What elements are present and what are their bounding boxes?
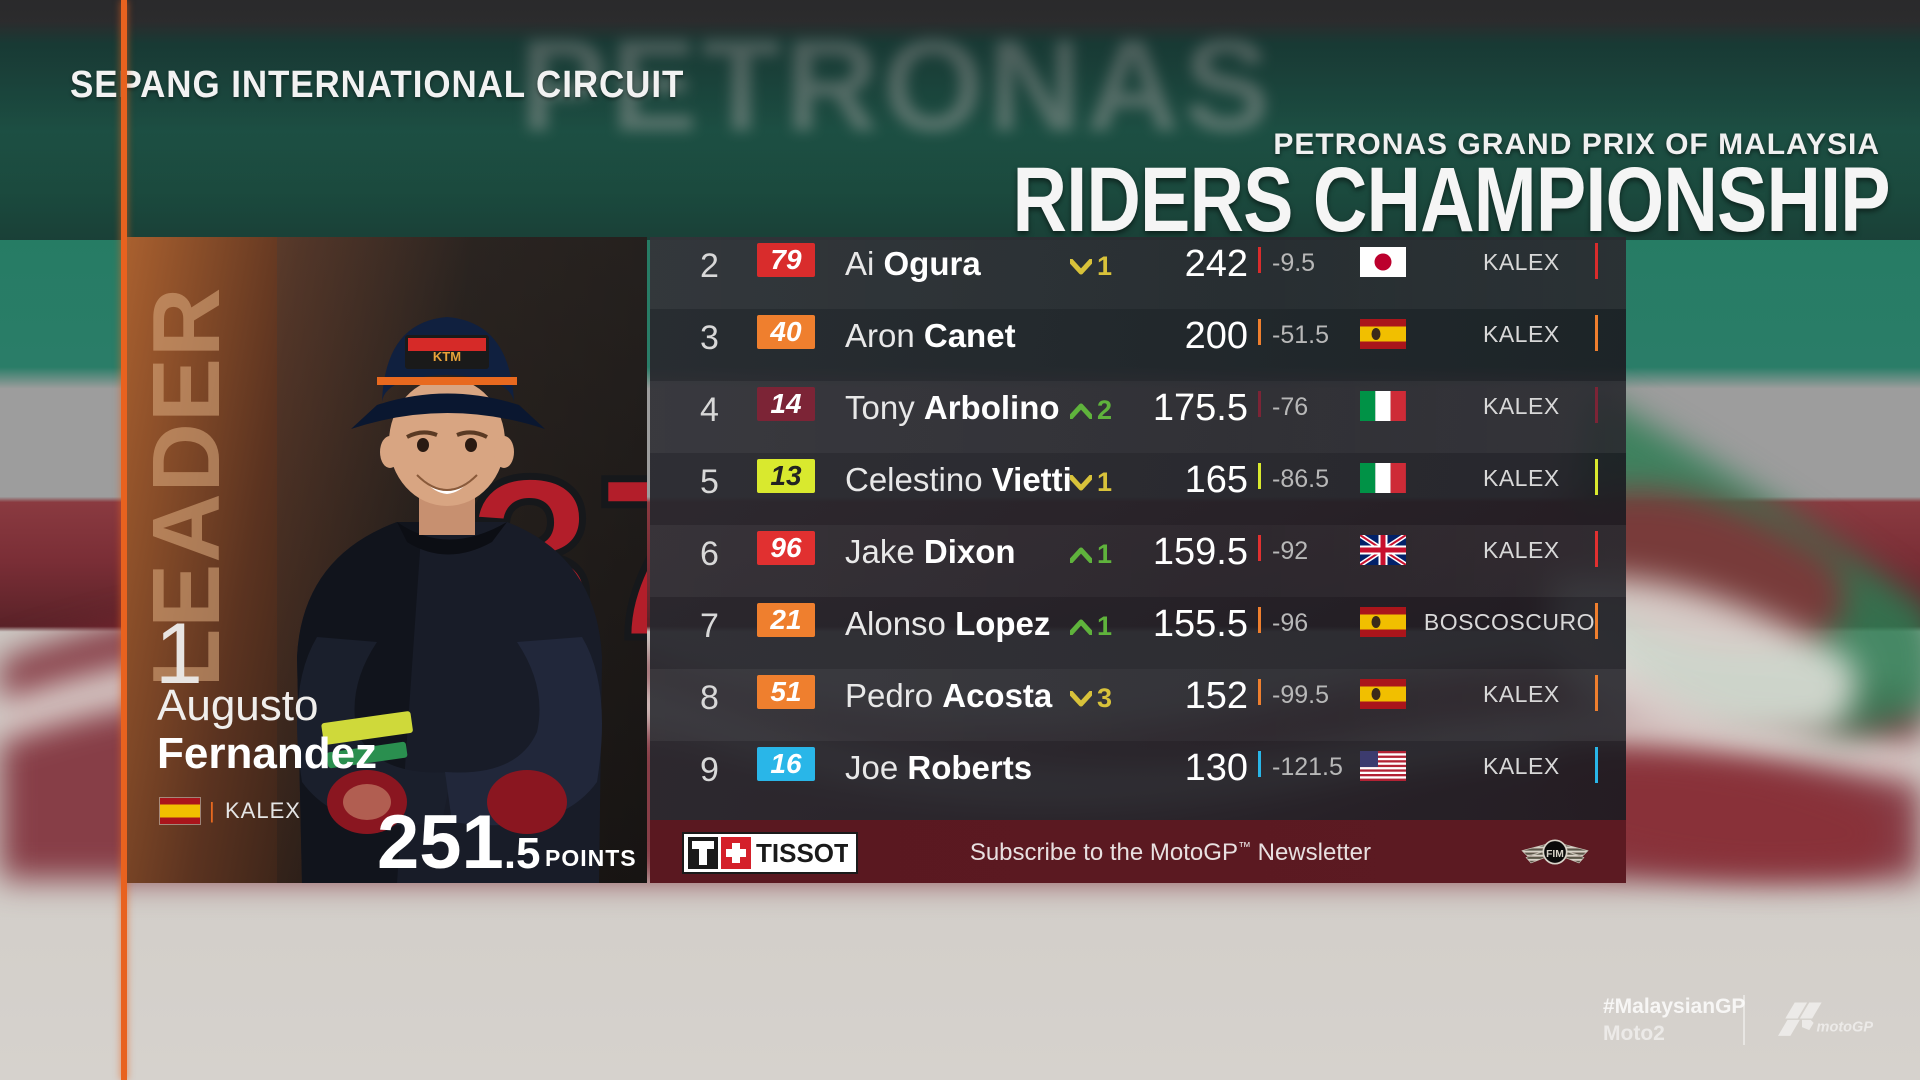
svg-text:TISSOT: TISSOT — [756, 838, 848, 868]
svg-text:KTM: KTM — [433, 349, 461, 364]
svg-text:motoGP: motoGP — [1817, 1020, 1873, 1036]
svg-text:FIM: FIM — [1546, 849, 1564, 860]
